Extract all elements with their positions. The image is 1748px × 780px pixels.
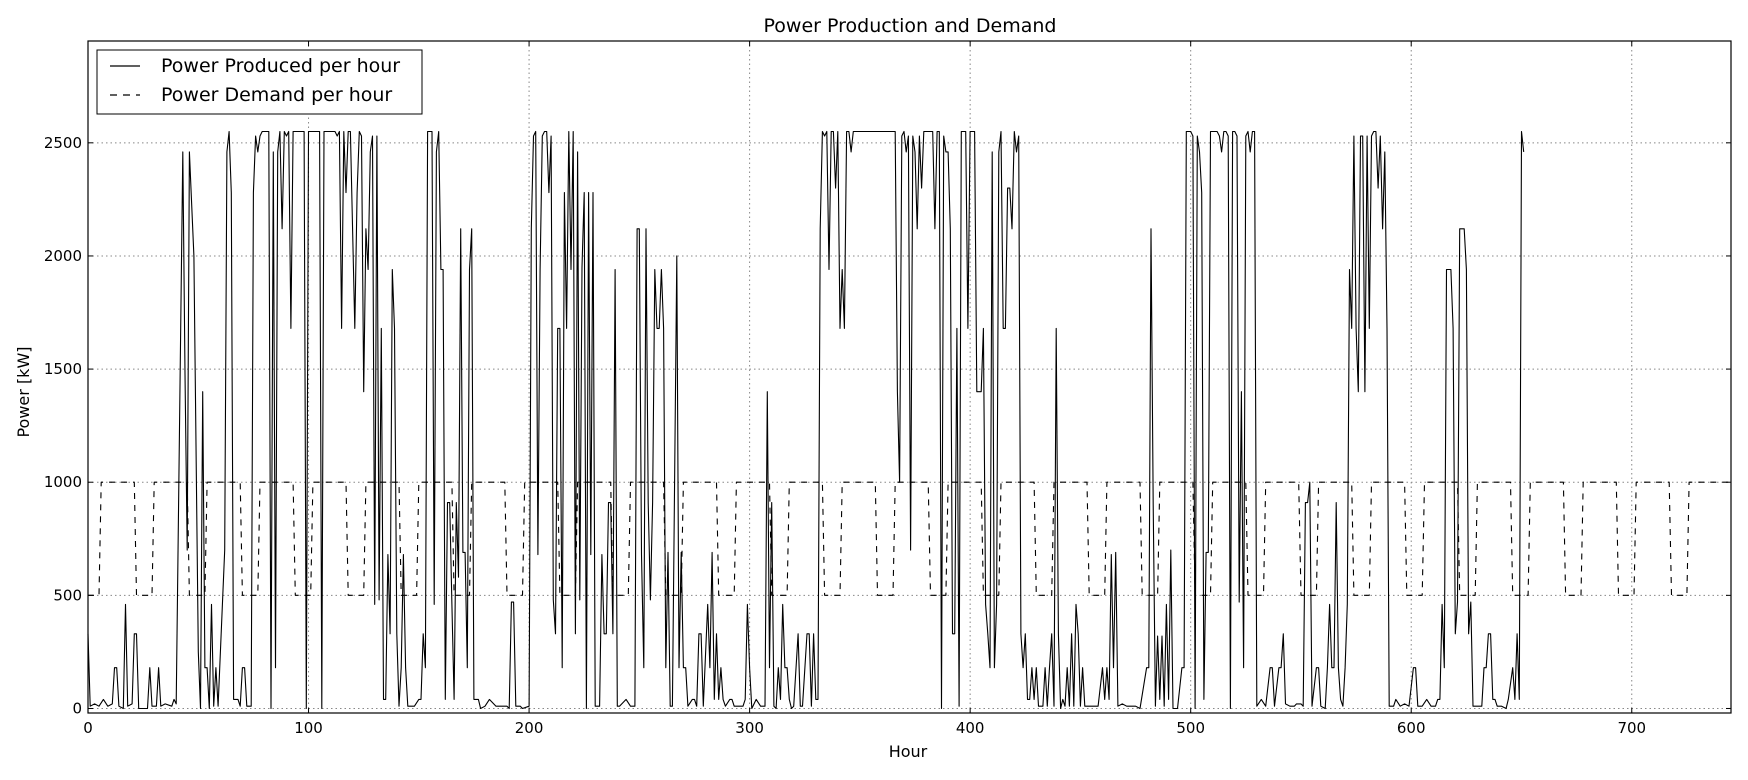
y-tick-label: 0: [72, 699, 82, 717]
legend-entry-demand: Power Demand per hour: [161, 84, 392, 106]
legend-entry-produced: Power Produced per hour: [161, 55, 400, 77]
series-line-demand: [88, 481, 1731, 596]
series-line-produced: [87, 130, 1525, 710]
x-tick-label: 600: [1397, 719, 1426, 737]
y-tick-label: 1000: [44, 473, 82, 491]
x-tick-label: 200: [515, 719, 544, 737]
legend-box: [96, 49, 423, 115]
y-tick-label: 2500: [44, 134, 82, 152]
x-tick-label: 400: [956, 719, 985, 737]
ticks: 0 100 200 300 400 500 600 700 0 500 1000 1500 2000 25…: [44, 41, 1731, 737]
y-tick-label: 1500: [44, 360, 82, 378]
series-layer: [87, 130, 1731, 710]
x-tick-label: 100: [294, 719, 323, 737]
y-axis-label: Power [kW]: [14, 346, 33, 437]
plot-frame: [87, 40, 1732, 714]
x-tick-label: 0: [83, 719, 93, 737]
chart-title: Power Production and Demand: [764, 15, 1057, 37]
x-tick-label: 300: [735, 719, 764, 737]
x-tick-label: 500: [1176, 719, 1205, 737]
y-tick-label: 2000: [44, 247, 82, 265]
x-tick-label: 700: [1617, 719, 1646, 737]
legend: Power Produced per hour Power Demand per…: [96, 49, 423, 115]
y-tick-label: 500: [53, 586, 82, 604]
x-axis-label: Hour: [889, 742, 928, 761]
